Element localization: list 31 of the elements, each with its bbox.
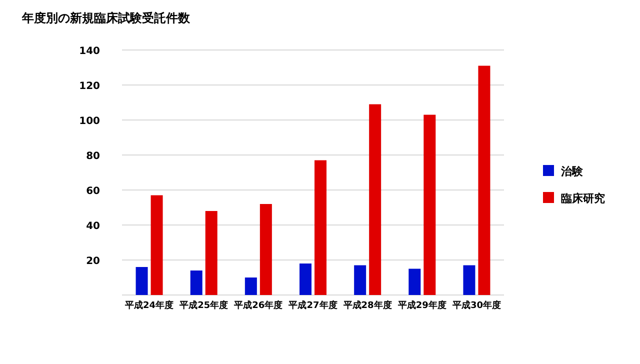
x-tick-label: 平成25年度	[178, 300, 228, 311]
bar	[260, 204, 272, 295]
bar	[190, 270, 202, 295]
y-tick-label: 40	[86, 221, 100, 232]
y-tick-label: 120	[79, 81, 100, 92]
y-tick-label: 140	[79, 46, 100, 57]
y-tick-label: 20	[86, 256, 100, 267]
x-tick-label: 平成28年度	[342, 300, 392, 311]
bar	[369, 104, 382, 295]
x-tick-label: 平成24年度	[124, 300, 174, 311]
bar	[205, 211, 218, 295]
y-tick-label: 100	[79, 116, 100, 127]
y-tick-label: 60	[86, 186, 100, 197]
x-tick-label: 平成30年度	[451, 300, 501, 311]
bar	[300, 264, 312, 295]
bar	[424, 114, 436, 295]
bar	[244, 278, 257, 295]
bar	[463, 265, 476, 295]
bar	[150, 195, 163, 295]
bar	[136, 267, 148, 295]
x-tick-label: 平成26年度	[233, 300, 283, 311]
bar	[478, 66, 490, 295]
x-tick-label: 平成29年度	[396, 300, 446, 311]
bar	[354, 265, 366, 295]
chart-title: 年度別の新規臨床試験受託件数	[21, 11, 191, 25]
legend-label: 治験	[560, 165, 584, 178]
legend-label: 臨床研究	[561, 192, 605, 205]
bar	[314, 160, 326, 295]
x-tick-label: 平成27年度	[288, 300, 338, 311]
bar	[408, 268, 421, 295]
y-tick-label: 80	[86, 151, 100, 162]
